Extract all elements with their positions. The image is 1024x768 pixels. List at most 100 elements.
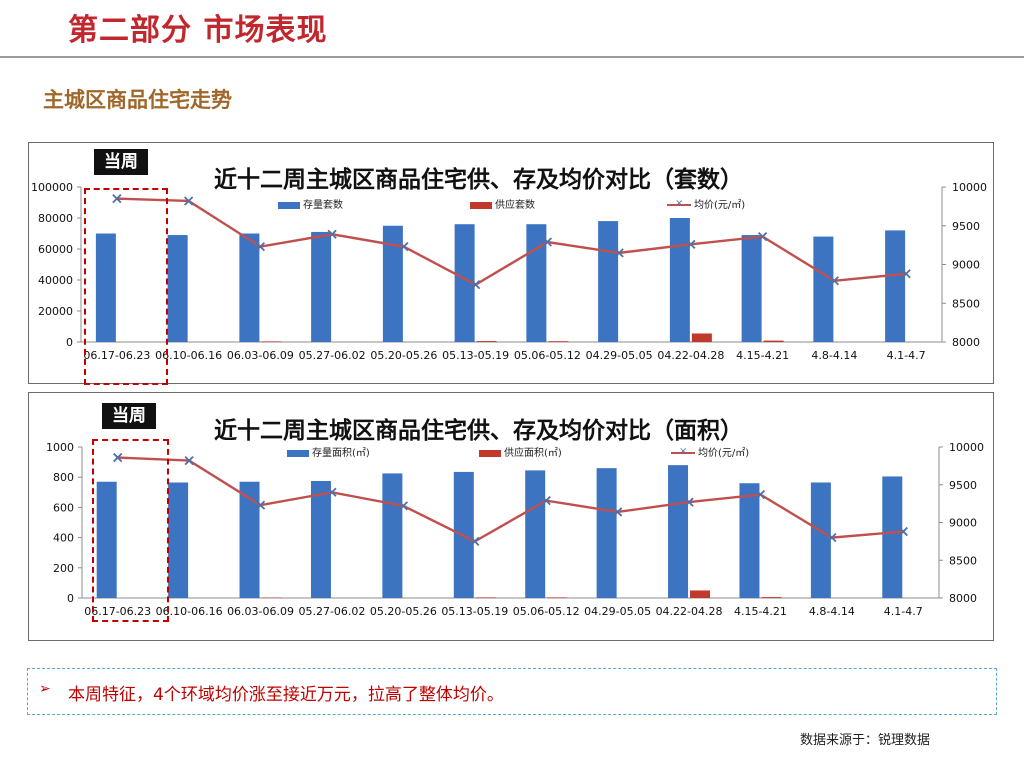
bar-stock (526, 224, 547, 342)
title-divider (0, 56, 1024, 58)
price-point (827, 532, 837, 543)
price-point (255, 242, 266, 252)
bar-stock (95, 233, 116, 342)
data-source: 数据来源于：锐理数据 (800, 733, 931, 748)
bar-stock (598, 221, 619, 342)
left-tick-label: 60000 (38, 243, 73, 256)
bar-stock (669, 218, 690, 342)
price-line (117, 456, 904, 543)
x-tick-label: 4.1-4.7 (887, 349, 926, 362)
x-tick-label: 05.06-05.12 (514, 349, 581, 362)
chart-units-plot: 0 20000 40000 60000 80000 100000 8000 8500 9000 9… (31, 181, 987, 362)
legend-item-stock: 存量面积(㎡) (287, 444, 370, 459)
bar-stock (741, 235, 762, 342)
right-tick-label: 8500 (949, 554, 977, 567)
right-tick-label: 8000 (952, 336, 980, 349)
bar-supply (761, 597, 782, 598)
x-tick-label: 04.22-04.28 (657, 349, 724, 362)
x-tick-label: 06.03-06.09 (227, 605, 294, 618)
bar-supply (690, 590, 711, 598)
right-tick-label: 9500 (949, 479, 977, 492)
note-text: 本周特征，4个环域均价涨至接近万元，拉高了整体均价。 (68, 685, 504, 705)
bar-stock (525, 470, 546, 598)
legend-swatch-supply (479, 449, 501, 457)
chart-units: 0 20000 40000 60000 80000 100000 8000 8500 9000 9… (28, 142, 994, 385)
legend-swatch-supply (470, 201, 492, 209)
bar-stock (668, 465, 689, 598)
legend-swatch-price: × (671, 446, 695, 457)
bar-stock (239, 481, 260, 598)
price-point (757, 231, 768, 242)
current-week-badge: 当周 (94, 149, 148, 175)
page-title: 第二部分 市场表现 (68, 13, 328, 48)
legend-item-stock: 存量套数 (278, 196, 343, 211)
price-point (612, 507, 623, 517)
bullet-arrow-icon: ➢ (39, 681, 51, 697)
x-tick-label: 4.1-4.7 (884, 605, 923, 618)
price-point (327, 487, 337, 497)
x-tick-label: 05.27-06.02 (299, 349, 366, 362)
chart-title: 近十二周主城区商品住宅供、存及均价对比（面积） (214, 418, 743, 444)
x-tick-label: 05.13-05.19 (442, 349, 509, 362)
x-tick-label: 4.8-4.14 (811, 349, 857, 362)
left-tick-label: 100000 (31, 181, 73, 194)
legend-label-stock: 存量套数 (303, 200, 343, 211)
bar-supply (547, 597, 568, 598)
price-point (112, 193, 122, 204)
current-week-highlight (84, 188, 168, 385)
price-point (542, 237, 553, 247)
left-tick-label: 0 (66, 336, 73, 349)
x-tick-label: 05.20-05.26 (370, 605, 437, 618)
right-tick-label: 10000 (949, 441, 984, 454)
left-tick-label: 800 (53, 471, 74, 484)
price-point (399, 242, 409, 252)
price-point (541, 495, 551, 506)
left-tick-label: 1000 (46, 441, 74, 454)
x-tick-label: 04.29-05.05 (584, 605, 651, 618)
right-tick-label: 8000 (949, 592, 977, 605)
current-week-badge: 当周 (102, 403, 156, 429)
right-tick-label: 9000 (949, 517, 977, 530)
legend-item-price: × 均价(元/㎡) (667, 196, 745, 211)
price-point (686, 239, 696, 249)
legend-swatch-price: × (667, 198, 691, 209)
bar-supply (261, 341, 282, 342)
price-point (898, 526, 908, 537)
price-point (113, 452, 123, 463)
price-point (183, 196, 194, 206)
price-point (184, 455, 194, 466)
chart-title: 近十二周主城区商品住宅供、存及均价对比（套数） (214, 167, 743, 193)
x-tick-label: 06.17-06.23 (84, 605, 151, 618)
price-point (470, 536, 480, 547)
left-tick-label: 80000 (38, 212, 73, 225)
x-tick-label: 06.17-06.23 (83, 349, 150, 362)
x-tick-label: 4.15-4.21 (736, 349, 789, 362)
price-point (470, 280, 481, 290)
right-tick-label: 10000 (952, 181, 987, 194)
bar-supply (763, 340, 784, 342)
left-tick-label: 40000 (38, 274, 73, 287)
bar-stock (96, 481, 117, 598)
bar-stock (882, 476, 903, 598)
legend-label-stock: 存量面积(㎡) (312, 448, 370, 459)
x-tick-label: 06.10-06.16 (156, 605, 223, 618)
bar-stock (810, 482, 831, 598)
bar-supply (691, 333, 712, 342)
price-point (398, 501, 409, 511)
bar-supply (476, 341, 497, 342)
legend-item-supply: 供应面积(㎡) (479, 444, 562, 459)
bar-stock (310, 480, 331, 598)
price-point (614, 248, 624, 258)
bar-stock (813, 236, 834, 342)
left-tick-label: 20000 (38, 305, 73, 318)
price-point (901, 269, 911, 279)
x-tick-label: 05.27-06.02 (298, 605, 365, 618)
bar-stock (454, 224, 475, 342)
right-tick-label: 8500 (952, 297, 980, 310)
chart-area: 0 200 400 600 800 1000 8000 8500 9000 9500 10000 06… (28, 392, 994, 641)
bar-stock (311, 231, 332, 342)
bar-supply (475, 597, 496, 598)
x-tick-label: 4.15-4.21 (734, 605, 787, 618)
left-tick-label: 0 (67, 592, 74, 605)
bar-stock (239, 233, 260, 342)
